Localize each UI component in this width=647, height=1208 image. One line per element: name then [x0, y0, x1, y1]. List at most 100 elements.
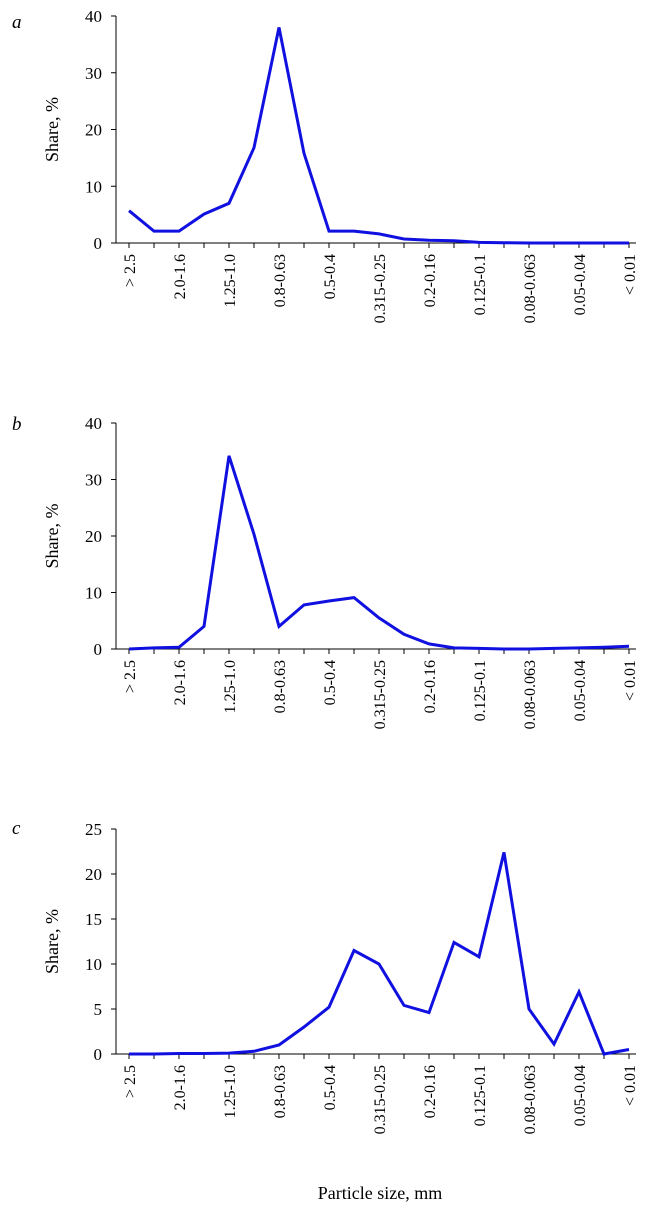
data-point [428, 239, 431, 242]
x-tick-label: 2.0-1.6 [172, 660, 189, 705]
x-tick-label: 2.0-1.6 [172, 254, 189, 299]
data-point [403, 633, 406, 636]
data-point [478, 647, 481, 650]
x-tick-label: 0.2-0.16 [422, 660, 439, 713]
data-point [528, 242, 531, 245]
data-point [378, 232, 381, 235]
series-line [128, 455, 630, 651]
x-tick-label: 0.2-0.16 [422, 1065, 439, 1118]
data-point [153, 646, 156, 649]
data-point [528, 1008, 531, 1011]
panel-letter: a [12, 12, 22, 33]
x-tick-label: 0.315-0.25 [372, 1065, 389, 1134]
data-point [278, 625, 281, 628]
y-tick-label: 25 [85, 820, 102, 839]
x-tick-label: 0.125-0.1 [472, 660, 489, 721]
x-tick-label: < 0.01 [622, 1065, 639, 1106]
data-point [378, 616, 381, 619]
data-point [628, 1048, 631, 1051]
data-point [428, 642, 431, 645]
data-point [453, 646, 456, 649]
data-point [628, 645, 631, 648]
y-tick-label: 5 [94, 1000, 103, 1019]
data-point [403, 238, 406, 241]
x-tick-label: < 0.01 [622, 660, 639, 701]
x-tick-label: 0.8-0.63 [272, 660, 289, 713]
x-axis-title: Particle size, mm [318, 1183, 442, 1203]
data-point [278, 26, 281, 29]
data-point [328, 1006, 331, 1009]
y-axis-title: Share, % [42, 504, 62, 569]
data-point [378, 963, 381, 966]
data-point [228, 202, 231, 205]
y-tick-label: 40 [85, 7, 102, 26]
panel-a-chart: a 0 10 20 30 40 > 2.5 2.0-1.6 1.25-1.0 0.8-0.63 0.… [12, 7, 639, 323]
data-point [228, 454, 231, 457]
data-point [603, 242, 606, 245]
y-tick-label: 0 [94, 1045, 103, 1064]
data-point [303, 1026, 306, 1029]
x-tick-label: 0.315-0.25 [372, 660, 389, 729]
panel-letter: b [12, 414, 22, 435]
x-tick-label: 0.125-0.1 [472, 1065, 489, 1126]
x-tick-label: 0.08-0.063 [522, 660, 539, 729]
x-tick-label: 1.25-1.0 [222, 1065, 239, 1118]
x-tick-label: 0.8-0.63 [272, 1065, 289, 1118]
y-tick-label: 30 [85, 64, 102, 83]
y-tick-label: 10 [85, 584, 102, 603]
x-tick-label: 0.5-0.4 [322, 1065, 339, 1110]
x-tick-label: > 2.5 [122, 660, 139, 693]
data-point [153, 1053, 156, 1056]
x-tick-label: 0.125-0.1 [472, 254, 489, 315]
panel-c-chart: c 0 5 10 15 20 25 > 2.5 2.0-1.6 1.25-1.0 0.8-0.63 0… [12, 818, 639, 1134]
data-point [228, 1052, 231, 1055]
x-tick-label: 0.05-0.04 [572, 1065, 589, 1126]
panel-letter: c [12, 818, 21, 839]
x-tick-label: > 2.5 [122, 1065, 139, 1098]
data-point [203, 1052, 206, 1055]
y-axis-title: Share, % [42, 97, 62, 162]
y-tick-label: 20 [85, 865, 102, 884]
x-tick-label: < 0.01 [622, 254, 639, 295]
data-point [578, 646, 581, 649]
data-point [253, 1050, 256, 1053]
data-point [128, 1053, 131, 1056]
data-point [328, 599, 331, 602]
data-point [178, 1052, 181, 1055]
data-point [328, 230, 331, 233]
series-line [129, 852, 630, 1056]
x-tick-label: 0.2-0.16 [422, 254, 439, 307]
data-point [128, 648, 131, 651]
x-tick-label: 0.05-0.04 [572, 254, 589, 315]
data-point [578, 242, 581, 245]
y-tick-label: 20 [85, 121, 102, 140]
data-point [353, 230, 356, 233]
data-point [578, 990, 581, 993]
x-tick-label: > 2.5 [122, 254, 139, 287]
data-point [453, 941, 456, 944]
x-tick-label: 0.05-0.04 [572, 660, 589, 721]
y-tick-label: 30 [85, 471, 102, 490]
x-tick-label: 0.8-0.63 [272, 254, 289, 307]
x-tick-label: 0.5-0.4 [322, 660, 339, 705]
data-point [453, 239, 456, 242]
data-point [503, 241, 506, 244]
x-tick-label: 1.25-1.0 [222, 660, 239, 713]
x-tick-label: 0.08-0.063 [522, 254, 539, 323]
data-point [503, 648, 506, 651]
data-point [603, 1053, 606, 1056]
x-tick-label: 1.25-1.0 [222, 254, 239, 307]
data-point [253, 533, 256, 536]
data-point [178, 646, 181, 649]
data-point [603, 646, 606, 649]
data-point [303, 603, 306, 606]
data-point [478, 955, 481, 958]
data-point [553, 1043, 556, 1046]
y-axis-title: Share, % [42, 909, 62, 974]
data-point [478, 241, 481, 244]
y-tick-label: 10 [85, 177, 102, 196]
data-point [178, 230, 181, 233]
x-tick-label: 2.0-1.6 [172, 1065, 189, 1110]
data-point [428, 1011, 431, 1014]
